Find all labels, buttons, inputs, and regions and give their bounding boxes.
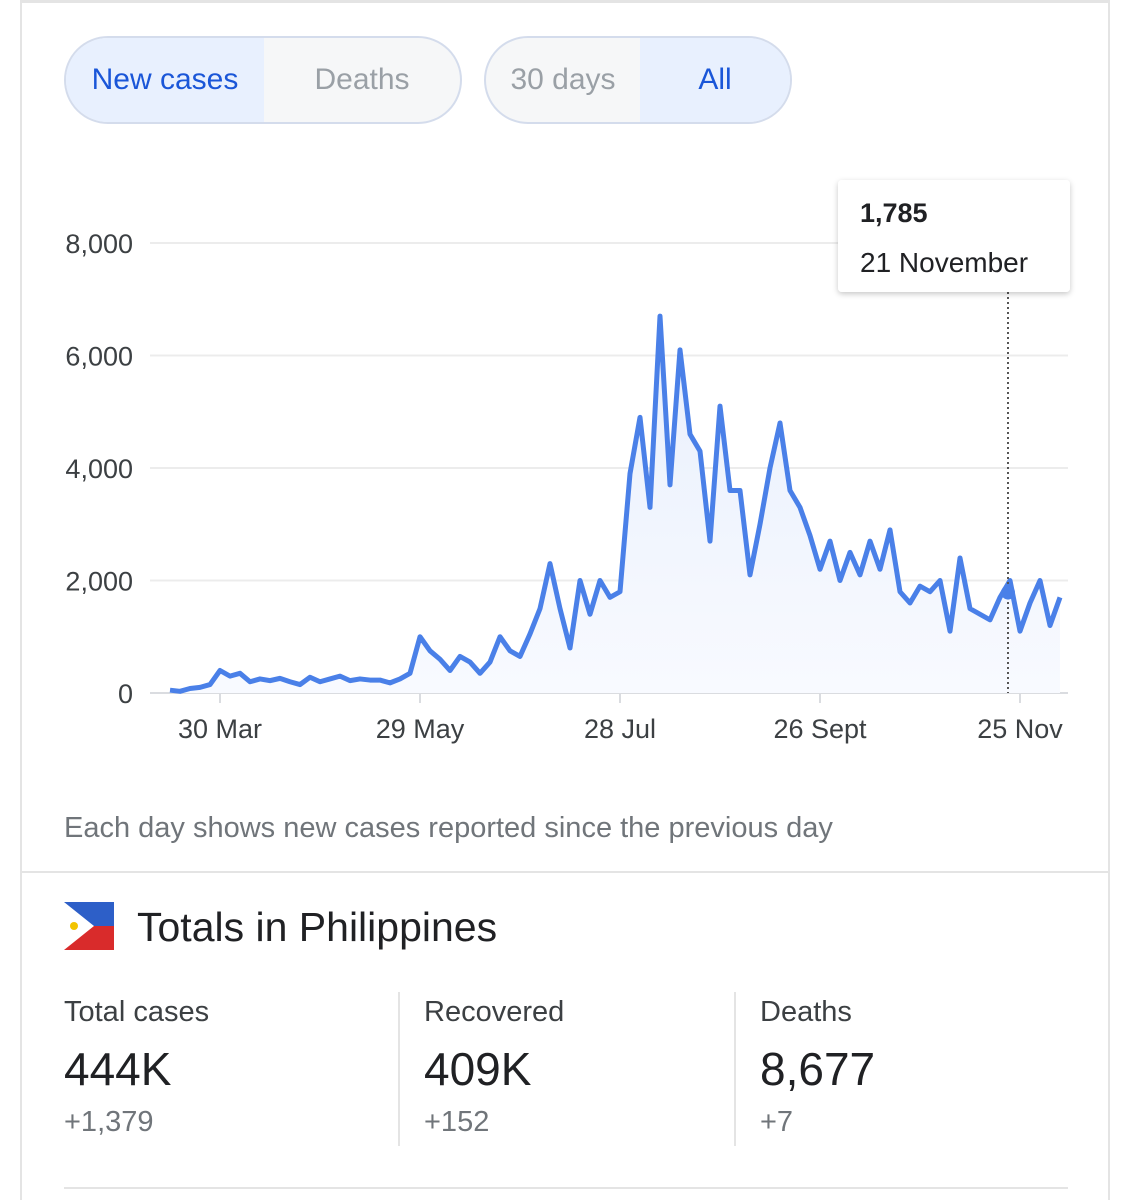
range-toggle: 30 days All — [484, 36, 792, 124]
area — [170, 316, 1060, 693]
separator — [734, 992, 736, 1146]
tab-30-days[interactable]: 30 days — [510, 63, 616, 96]
hover-point — [1001, 585, 1015, 600]
divider — [20, 871, 1110, 873]
stat-value: 444K — [64, 1043, 172, 1095]
footnote: Each day shows new cases reported since … — [64, 812, 833, 844]
tab-all[interactable]: All — [640, 38, 790, 122]
stat: Deaths 8,677 +7 — [760, 996, 875, 1139]
stat-value: 8,677 — [760, 1043, 876, 1095]
flag-icon — [64, 902, 114, 950]
divider — [64, 1187, 1068, 1189]
x-tick-label: 30 Mar — [178, 714, 262, 744]
x-tick-label: 25 Nov — [977, 714, 1063, 744]
stat-value: 409K — [424, 1043, 532, 1095]
card — [20, 0, 1110, 1200]
separator — [398, 992, 400, 1146]
stat-label: Total cases — [64, 996, 210, 1028]
x-tick-label: 26 Sept — [773, 714, 867, 744]
y-tick-label: 8,000 — [65, 229, 133, 259]
y-tick-label: 4,000 — [65, 454, 133, 484]
stat: Total cases 444K +1,379 — [64, 996, 209, 1139]
chart: 0 2,000 4,000 6,000 8,000 30 Mar 29 May 28 Jul 2… — [65, 180, 1070, 744]
stat-label: Deaths — [760, 996, 852, 1028]
y-tick-label: 0 — [118, 679, 133, 709]
tab-deaths[interactable]: Deaths — [314, 63, 410, 96]
tooltip-value: 1,785 — [860, 198, 928, 228]
line — [169, 313, 1063, 694]
tooltip-date: 21 November — [860, 247, 1028, 278]
stat-change: +1,379 — [64, 1106, 154, 1138]
x-tick-label: 28 Jul — [584, 714, 656, 744]
tooltip-box — [838, 180, 1070, 292]
y-tick-label: 6,000 — [65, 342, 133, 372]
stat-change: +152 — [424, 1106, 490, 1138]
totals-title: Totals in Philippines — [137, 904, 498, 950]
card-edge — [20, 0, 1110, 3]
x-tick-label: 29 May — [376, 714, 465, 744]
metric-toggle: New cases Deaths — [64, 36, 462, 124]
tab-new-cases[interactable]: New cases — [66, 38, 264, 122]
y-tick-label: 2,000 — [65, 567, 133, 597]
stat-change: +7 — [760, 1106, 794, 1138]
stat-label: Recovered — [424, 996, 565, 1028]
stat: Recovered 409K +152 — [424, 996, 564, 1139]
